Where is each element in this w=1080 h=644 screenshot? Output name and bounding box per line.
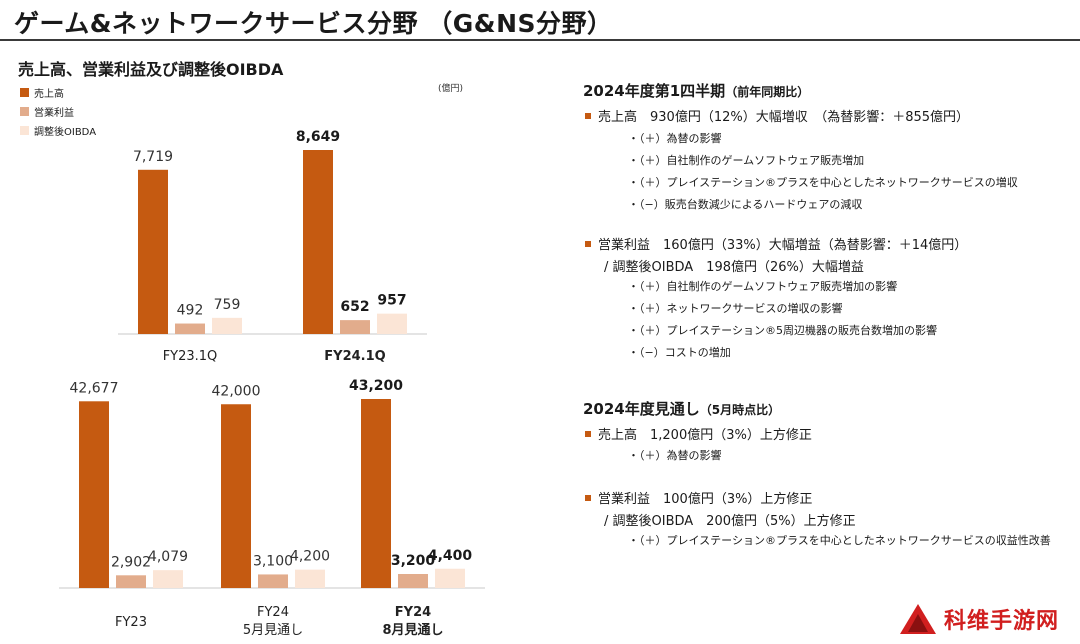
unit-label: (億円) (438, 84, 464, 94)
watermark: 科维手游网 (898, 602, 1059, 636)
legend-swatch-oibda (20, 126, 29, 135)
bullet-square-icon (585, 240, 591, 247)
bar-value-label: 43,200 (349, 378, 403, 394)
bar-value-label: 3,200 (391, 553, 436, 569)
fy-op-line: 営業利益 100億円（3%）上方修正 (583, 488, 812, 507)
q1-op-text: 営業利益 160億円（33%）大幅増益（為替影響：＋14億円） (598, 238, 968, 253)
q1-heading-text: 2024年度第1四半期 (583, 82, 726, 100)
bar-sales (303, 150, 333, 334)
bullet-square-icon (585, 430, 591, 437)
bar-value-label: 4,200 (290, 549, 330, 565)
category-tick-label: FY24 (395, 605, 431, 620)
bar-operating-income (116, 575, 146, 588)
category-tick-label: FY24.1Q (324, 349, 385, 364)
q1-sales-item: ・（＋）為替の影響 (628, 132, 722, 145)
bar-value-label: 4,400 (428, 548, 473, 564)
legend-item-operating-income: 営業利益 (20, 102, 96, 121)
legend-label-operating-income: 営業利益 (34, 108, 74, 119)
fy-heading-note: （5月時点比） (699, 403, 781, 417)
q1-sales-item: ・（＋）プレイステーション®プラスを中心としたネットワークサービスの増収 (628, 176, 1018, 189)
bar-oibda (435, 568, 465, 588)
legend: 売上高 営業利益 調整後OIBDA (20, 83, 96, 140)
bar-value-label: 492 (177, 303, 204, 319)
q1-op-item: ・（＋）プレイステーション®5周辺機器の販売台数増加の影響 (628, 324, 937, 337)
bar-sales (79, 401, 109, 588)
q1-heading-note: （前年同期比） (725, 85, 810, 99)
title-bar: ゲーム&ネットワークサービス分野 （G&NS分野） (0, 0, 1080, 41)
q1-sales-item: ・（＋）自社制作のゲームソフトウェア販売増加 (628, 154, 865, 167)
q1-op-item: ・（＋）自社制作のゲームソフトウェア販売増加の影響 (628, 280, 898, 293)
q1-op-line: 営業利益 160億円（33%）大幅増益（為替影響：＋14億円） (583, 234, 967, 253)
bar-oibda (212, 317, 242, 334)
bar-value-label: 8,649 (296, 129, 340, 145)
q1-sales-text: 売上高 930億円（12%）大幅増収 （為替影響：＋855億円） (598, 110, 970, 125)
q1-sales-item: ・（−）販売台数減少によるハードウェアの減収 (628, 198, 863, 211)
fy-oibda-line: / 調整後OIBDA 200億円（5%）上方修正 (604, 514, 856, 529)
bar-value-label: 42,677 (70, 380, 119, 396)
bar-value-label: 652 (340, 299, 369, 315)
bar-value-label: 7,719 (133, 149, 173, 165)
q1-sales-line: 売上高 930億円（12%）大幅増収 （為替影響：＋855億円） (583, 106, 969, 125)
bar-value-label: 759 (214, 297, 241, 313)
bar-operating-income (258, 574, 288, 588)
bar-value-label: 3,100 (253, 553, 293, 569)
fy-heading-text: 2024年度見通し (583, 400, 700, 418)
fy-op-item: ・（＋）プレイステーション®プラスを中心としたネットワークサービスの収益性改善 (628, 534, 1051, 547)
bar-oibda (295, 569, 325, 588)
bullet-square-icon (585, 112, 591, 119)
legend-swatch-sales (20, 88, 29, 97)
bar-sales (361, 399, 391, 588)
bar-sales (138, 169, 168, 334)
title-divider (0, 39, 1080, 41)
bar-oibda (153, 570, 183, 588)
legend-item-sales: 売上高 (20, 83, 96, 102)
bar-operating-income (340, 320, 370, 334)
q1-heading: 2024年度第1四半期（前年同期比） (583, 80, 809, 101)
page-title: ゲーム&ネットワークサービス分野 （G&NS分野） (14, 9, 613, 38)
bar-value-label: 4,079 (148, 549, 188, 565)
bar-value-label: 957 (377, 293, 406, 309)
category-tick-label: FY23 (115, 615, 147, 630)
fy-op-text: 営業利益 100億円（3%）上方修正 (598, 492, 813, 507)
chart-subtitle: 売上高、営業利益及び調整後OIBDA (18, 60, 284, 79)
bar-operating-income (398, 574, 428, 588)
legend-swatch-operating-income (20, 107, 29, 116)
fy-sales-item: ・（＋）為替の影響 (628, 449, 722, 462)
legend-item-oibda: 調整後OIBDA (20, 121, 96, 140)
bar-value-label: 42,000 (212, 383, 261, 399)
category-tick-label: 8月見通し (382, 622, 443, 638)
legend-label-sales: 売上高 (34, 89, 64, 100)
red-triangle-logo-icon (900, 604, 936, 634)
q1-oibda-line: / 調整後OIBDA 198億円（26%）大幅増益 (604, 260, 864, 275)
fy-sales-line: 売上高 1,200億円（3%）上方修正 (583, 424, 812, 443)
bar-operating-income (175, 323, 205, 334)
q1-op-item: ・（＋）ネットワークサービスの増収の影響 (628, 302, 843, 315)
bar-oibda (377, 313, 407, 334)
fy-sales-text: 売上高 1,200億円（3%）上方修正 (598, 428, 812, 443)
fy-heading: 2024年度見通し（5月時点比） (583, 398, 780, 419)
bar-sales (221, 404, 251, 588)
category-tick-label: FY24 (257, 605, 289, 620)
category-tick-label: 5月見通し (243, 623, 303, 638)
bar-charts: 7,719 492 759 FY23.1Q 8,649 652 957 FY24.1Q 42,6… (59, 129, 485, 638)
legend-label-oibda: 調整後OIBDA (34, 127, 97, 138)
bullet-square-icon (585, 494, 591, 501)
q1-op-item: ・（−）コストの増加 (628, 346, 731, 359)
bar-value-label: 2,902 (111, 554, 151, 570)
category-tick-label: FY23.1Q (163, 349, 218, 364)
watermark-text: 科维手游网 (944, 609, 1060, 634)
